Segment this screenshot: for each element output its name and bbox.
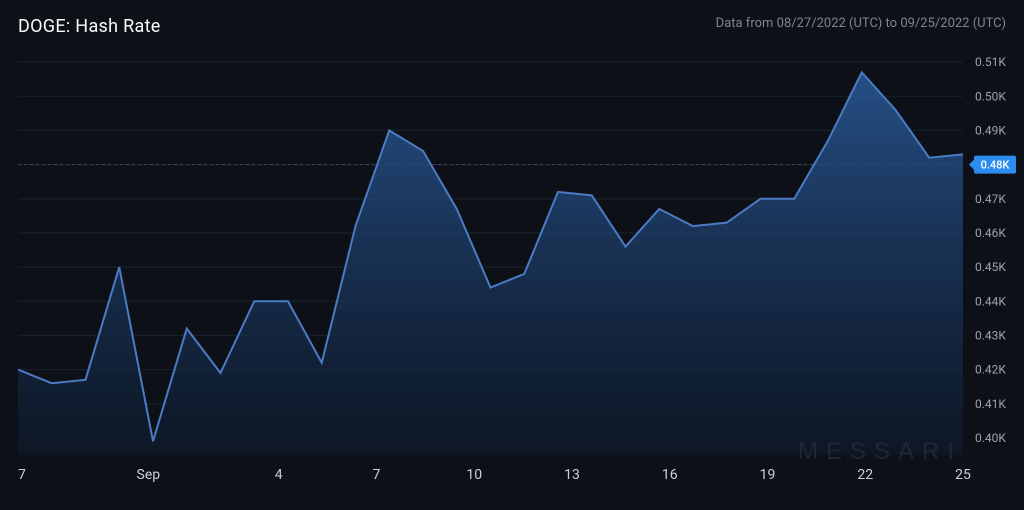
- x-axis-tick: 19: [760, 467, 776, 483]
- chart-svg: 0.40K 0.41K 0.42K 0.43K 0.44K 0.45K 0.46K 0.47K…: [18, 45, 1024, 495]
- y-axis-tick: 0.41K: [975, 397, 1006, 411]
- x-axis-tick: 10: [466, 467, 482, 483]
- watermark: MESSARI: [798, 438, 962, 466]
- y-axis-tick: 0.43K: [975, 328, 1006, 342]
- x-axis-tick: 22: [857, 467, 873, 483]
- y-axis-tick: 0.44K: [975, 294, 1006, 308]
- chart-area[interactable]: 0.40K 0.41K 0.42K 0.43K 0.44K 0.45K 0.46K 0.47K…: [18, 45, 1016, 495]
- date-range-label: Data from 08/27/2022 (UTC) to 09/25/2022…: [716, 16, 1006, 31]
- area-fill: [18, 72, 963, 455]
- y-axis-tick: 0.47K: [975, 192, 1006, 206]
- y-axis-tick: 0.45K: [975, 260, 1006, 274]
- x-axis-tick: 27: [18, 467, 26, 483]
- y-axis-tick: 0.51K: [975, 55, 1006, 69]
- x-axis-tick: 25: [955, 467, 971, 483]
- y-axis-tick: 0.50K: [975, 89, 1006, 103]
- x-axis-tick: 16: [662, 467, 678, 483]
- y-axis-tick: 0.49K: [975, 123, 1006, 137]
- x-axis-tick: Sep: [137, 467, 161, 483]
- y-axis-tick: 0.46K: [975, 226, 1006, 240]
- x-axis-tick: 4: [275, 467, 283, 483]
- chart-title: DOGE: Hash Rate: [18, 16, 161, 37]
- value-badge-text: 0.48K: [981, 159, 1010, 172]
- y-axis-tick: 0.42K: [975, 363, 1006, 377]
- x-axis-tick: 7: [373, 467, 381, 483]
- x-axis-tick: 13: [564, 467, 580, 483]
- y-axis-tick: 0.40K: [975, 431, 1006, 445]
